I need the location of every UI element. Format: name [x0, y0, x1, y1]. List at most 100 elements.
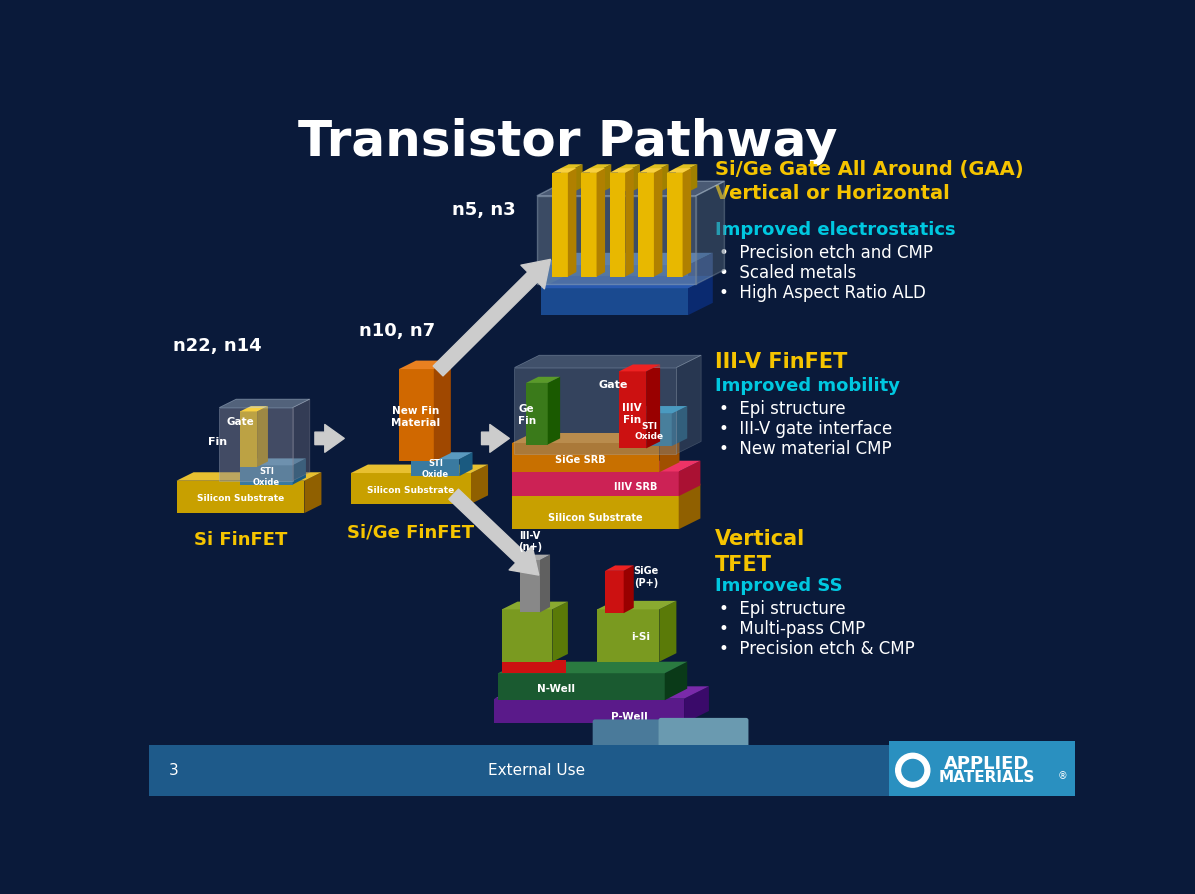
Polygon shape	[541, 253, 712, 266]
Polygon shape	[293, 459, 306, 485]
Polygon shape	[661, 164, 669, 191]
Polygon shape	[399, 369, 434, 461]
Bar	[889, 741, 1076, 796]
Polygon shape	[219, 408, 293, 481]
Text: Fin: Fin	[208, 437, 227, 447]
Text: APPLIED: APPLIED	[944, 755, 1029, 773]
Polygon shape	[560, 168, 575, 191]
Text: •  Scaled metals: • Scaled metals	[719, 265, 857, 283]
Polygon shape	[672, 406, 687, 446]
Polygon shape	[605, 571, 624, 613]
Polygon shape	[240, 406, 268, 411]
Polygon shape	[609, 168, 633, 173]
Text: Improved SS: Improved SS	[715, 577, 842, 595]
Polygon shape	[541, 266, 688, 288]
Polygon shape	[520, 554, 550, 560]
Polygon shape	[638, 173, 654, 276]
Polygon shape	[520, 560, 540, 612]
Polygon shape	[690, 164, 698, 191]
Text: Improved mobility: Improved mobility	[715, 376, 900, 395]
Text: n5, n3: n5, n3	[452, 200, 515, 219]
Polygon shape	[513, 471, 679, 496]
Text: Vertical
TFET: Vertical TFET	[715, 529, 805, 575]
Polygon shape	[293, 399, 310, 481]
Text: Si/Ge FinFET: Si/Ge FinFET	[347, 523, 474, 541]
Text: N-Well: N-Well	[537, 684, 575, 694]
Text: IIIV
Fin: IIIV Fin	[623, 403, 642, 425]
Polygon shape	[605, 565, 633, 571]
Polygon shape	[619, 371, 646, 449]
Text: External Use: External Use	[489, 763, 586, 778]
Polygon shape	[513, 460, 700, 471]
Polygon shape	[598, 610, 660, 662]
Polygon shape	[513, 433, 680, 443]
Polygon shape	[537, 196, 695, 284]
Polygon shape	[537, 181, 724, 196]
Text: Silicon Substrate: Silicon Substrate	[367, 486, 454, 495]
Polygon shape	[498, 673, 664, 700]
Text: P-Well: P-Well	[612, 713, 648, 722]
Polygon shape	[502, 602, 568, 610]
Polygon shape	[495, 687, 709, 698]
Text: •  Epi structure: • Epi structure	[719, 600, 846, 618]
Text: Silicon Substrate: Silicon Substrate	[197, 494, 284, 503]
Polygon shape	[679, 484, 700, 529]
Polygon shape	[625, 168, 633, 276]
Polygon shape	[434, 360, 451, 461]
FancyBboxPatch shape	[674, 727, 741, 769]
Polygon shape	[609, 173, 625, 276]
Polygon shape	[513, 484, 700, 494]
Text: SiGe
(P+): SiGe (P+)	[633, 566, 658, 587]
FancyArrowPatch shape	[482, 425, 509, 452]
Text: 3: 3	[168, 763, 178, 778]
FancyBboxPatch shape	[593, 720, 670, 769]
Polygon shape	[688, 276, 712, 316]
Polygon shape	[624, 565, 633, 613]
Polygon shape	[305, 472, 321, 513]
Text: •  Multi-pass CMP: • Multi-pass CMP	[719, 620, 865, 638]
Polygon shape	[471, 465, 488, 504]
Text: STI
Oxide: STI Oxide	[635, 422, 663, 441]
Polygon shape	[514, 355, 701, 367]
Polygon shape	[351, 473, 471, 504]
Text: •  Precision etch & CMP: • Precision etch & CMP	[719, 640, 914, 658]
Polygon shape	[619, 365, 660, 371]
Polygon shape	[411, 452, 472, 460]
Polygon shape	[581, 173, 596, 276]
Polygon shape	[660, 433, 680, 472]
Text: MATERIALS: MATERIALS	[938, 771, 1035, 786]
Polygon shape	[646, 164, 669, 168]
Polygon shape	[664, 662, 687, 700]
Polygon shape	[660, 601, 676, 662]
Polygon shape	[177, 481, 305, 513]
Polygon shape	[459, 452, 472, 477]
Polygon shape	[603, 164, 612, 191]
Polygon shape	[514, 367, 676, 454]
Text: STI
Oxide: STI Oxide	[422, 460, 449, 479]
Polygon shape	[560, 164, 583, 168]
Polygon shape	[540, 554, 550, 612]
Polygon shape	[682, 168, 691, 276]
Polygon shape	[598, 601, 676, 610]
Polygon shape	[240, 466, 293, 485]
Polygon shape	[646, 168, 661, 191]
Polygon shape	[676, 355, 701, 454]
Polygon shape	[684, 687, 709, 723]
Text: Ge
Fin: Ge Fin	[519, 404, 537, 426]
Polygon shape	[581, 168, 605, 173]
Polygon shape	[502, 610, 552, 662]
Polygon shape	[646, 365, 660, 449]
Text: Gate: Gate	[599, 380, 627, 390]
Polygon shape	[632, 164, 641, 191]
Text: STI
Oxide: STI Oxide	[253, 468, 280, 486]
FancyArrowPatch shape	[315, 425, 344, 452]
Text: Transistor Pathway: Transistor Pathway	[298, 118, 838, 166]
Polygon shape	[626, 414, 672, 446]
Text: •  Precision etch and CMP: • Precision etch and CMP	[719, 244, 933, 262]
Polygon shape	[618, 164, 641, 168]
Polygon shape	[589, 164, 612, 168]
Polygon shape	[513, 443, 660, 472]
Text: III-V FinFET: III-V FinFET	[715, 352, 847, 372]
Polygon shape	[667, 168, 691, 173]
Polygon shape	[541, 276, 712, 288]
